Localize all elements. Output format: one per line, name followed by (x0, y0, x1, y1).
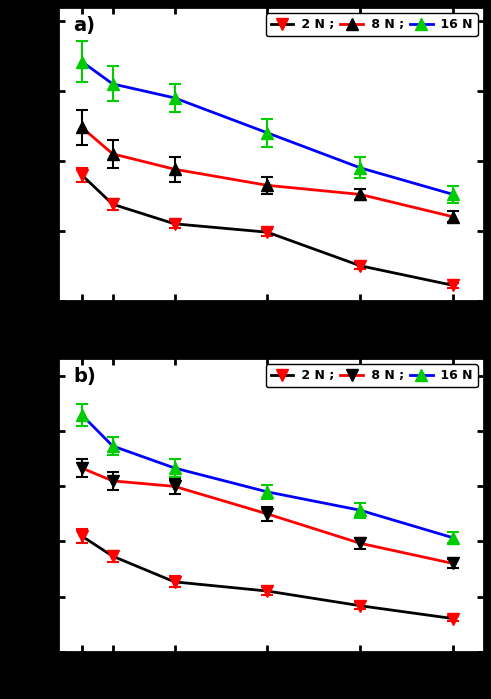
X-axis label: Milling times, (Hours): Milling times, (Hours) (179, 677, 364, 692)
Text: b): b) (73, 367, 96, 386)
X-axis label: Milling Times, (Hours): Milling Times, (Hours) (177, 326, 365, 341)
Text: a): a) (73, 16, 95, 35)
Y-axis label: Wear rate. 10$^3$, (μm$^3$.N$^{-1}$.μm$^{-1}$): Wear rate. 10$^3$, (μm$^3$.N$^{-1}$.μm$^… (7, 370, 29, 640)
Y-axis label: Wear Volume, (.10$^7$μm$^3$): Wear Volume, (.10$^7$μm$^3$) (7, 49, 28, 259)
Legend:  2 N ;,  8 N ;,  16 N: 2 N ;, 8 N ;, 16 N (266, 13, 478, 36)
Legend:  2 N ;,  8 N ;,  16 N: 2 N ;, 8 N ;, 16 N (266, 364, 478, 387)
